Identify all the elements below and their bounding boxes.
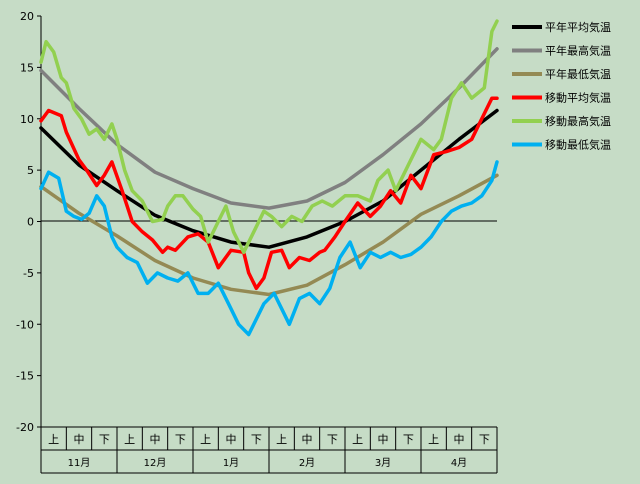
legend-label-0: 平年平均気温 (545, 20, 611, 34)
y-tick-label: 5 (27, 164, 34, 177)
period-label: 中 (454, 433, 465, 446)
y-tick-label: 20 (20, 10, 34, 23)
period-label: 下 (251, 433, 262, 446)
y-tick-label: -15 (16, 370, 34, 383)
series-line-0 (39, 108, 499, 249)
y-tick-label: 10 (20, 113, 34, 126)
month-label: 11月 (68, 457, 91, 469)
period-label: 中 (226, 433, 237, 446)
legend-label-2: 平年最低気温 (545, 67, 611, 81)
series-line-4 (39, 19, 499, 255)
month-label: 2月 (299, 457, 315, 469)
period-label: 下 (403, 433, 414, 446)
y-tick-label: -20 (16, 421, 34, 434)
period-label: 下 (327, 433, 338, 446)
legend-label-1: 平年最高気温 (545, 44, 611, 58)
period-label: 中 (74, 433, 85, 446)
legend-label-5: 移動最低気温 (545, 138, 611, 152)
period-label: 上 (276, 433, 287, 446)
y-tick-label: -5 (23, 267, 34, 280)
period-label: 上 (124, 433, 135, 446)
series-line-2 (39, 173, 499, 297)
y-tick-label: 0 (27, 216, 34, 229)
period-label: 上 (352, 433, 363, 446)
legend-label-4: 移動最高気温 (545, 114, 611, 128)
series-lines (39, 19, 499, 337)
month-label: 1月 (223, 457, 239, 469)
period-label: 下 (99, 433, 110, 446)
month-label: 4月 (451, 457, 467, 469)
y-axis-ticks: -20 -15 -10 -5 0 5 10 15 20 (16, 10, 41, 434)
period-label: 中 (378, 433, 389, 446)
period-label: 中 (302, 433, 313, 446)
series-line-3 (39, 96, 499, 291)
period-label: 下 (479, 433, 490, 446)
period-label: 上 (428, 433, 439, 446)
legend-label-3: 移動平均気温 (545, 91, 611, 105)
period-label: 上 (200, 433, 211, 446)
x-axis-categories: 上中下11月上中下12月上中下1月上中下2月上中下3月上中下4月 (40, 427, 498, 474)
period-label: 上 (48, 433, 59, 446)
month-label: 12月 (144, 457, 167, 469)
period-label: 下 (175, 433, 186, 446)
month-label: 3月 (375, 457, 391, 469)
y-tick-label: -10 (16, 318, 34, 331)
period-label: 中 (150, 433, 161, 446)
series-line-5 (39, 160, 499, 337)
y-tick-label: 15 (20, 61, 34, 74)
